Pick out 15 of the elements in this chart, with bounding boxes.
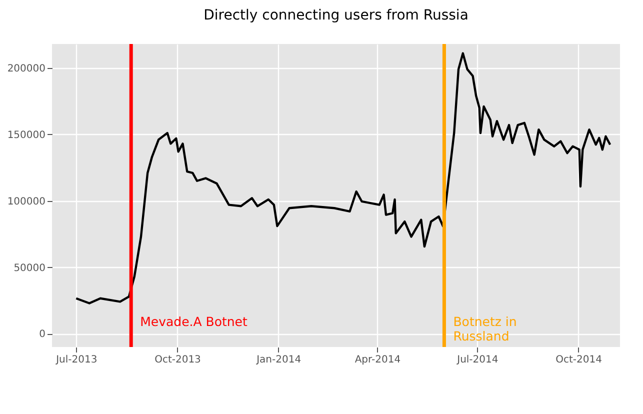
y-tick-label: 100000: [7, 196, 46, 208]
x-tick-label: Oct-2014: [556, 354, 602, 366]
x-tick-label: Oct-2013: [154, 354, 201, 366]
ref-line-label: Mevade.A Botnet: [140, 314, 248, 329]
x-tick-label: Apr-2014: [354, 354, 401, 366]
y-tick-label: 200000: [7, 63, 46, 74]
line-series: [75, 52, 612, 304]
x-tick-label: Jan-2014: [256, 354, 302, 366]
x-tick-label: Jul-2014: [456, 354, 498, 366]
y-tick-label: 50000: [14, 262, 46, 274]
x-tick-label: Jul-2013: [55, 354, 98, 366]
y-tick-label: 150000: [7, 130, 46, 141]
ref-line-label: Botnetz in Russland: [453, 314, 517, 344]
y-tick-label: 0: [39, 329, 46, 340]
chart-title: Directly connecting users from Russia: [204, 7, 468, 24]
